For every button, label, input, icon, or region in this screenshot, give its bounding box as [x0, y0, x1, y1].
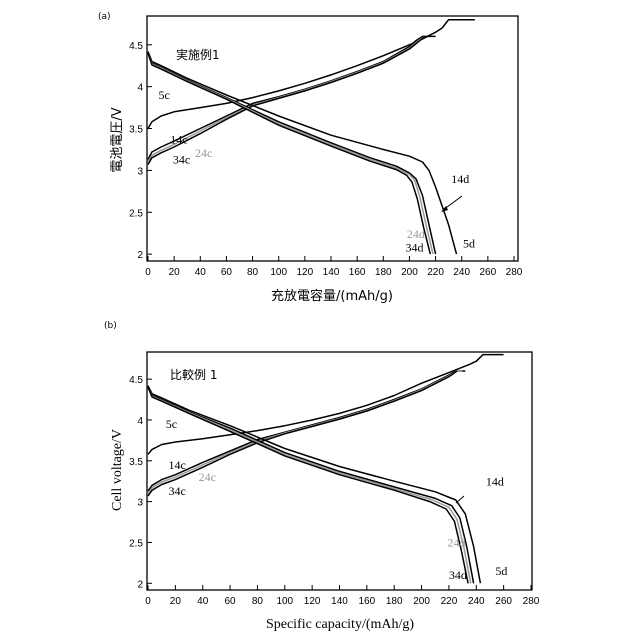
x-tick-label: 0	[145, 267, 151, 278]
y-tick-label: 3	[137, 498, 143, 509]
panel-b-ylabel: Cell voltage/V	[110, 429, 125, 511]
y-tick-label: 4	[137, 416, 143, 427]
panel-a-label: (a)	[98, 12, 111, 22]
curve-label-24d: 24d	[448, 536, 466, 550]
x-tick-label: 80	[252, 596, 264, 607]
curve-label-5c: 5c	[158, 88, 169, 102]
panel-b-xlabel: Specific capacity/(mAh/g)	[266, 617, 414, 632]
y-tick-label: 3	[137, 166, 143, 177]
curve-label-34d: 34d	[449, 568, 467, 582]
x-tick-label: 140	[323, 267, 340, 278]
series-14c-line	[148, 371, 465, 491]
x-tick-label: 260	[495, 596, 512, 607]
curve-label-5d: 5d	[495, 564, 507, 578]
x-tick-label: 240	[453, 267, 470, 278]
x-tick-label: 280	[523, 596, 540, 607]
x-tick-label: 220	[427, 267, 444, 278]
y-tick-label: 4	[137, 83, 143, 94]
x-tick-label: 100	[276, 596, 293, 607]
series-34d-line	[148, 387, 468, 583]
panel-b-title: 比較例 1	[170, 367, 217, 382]
panel-a-xlabel: 充放電容量/(mAh/g)	[271, 288, 393, 304]
y-tick-label: 2	[137, 250, 143, 261]
x-tick-label: 260	[480, 267, 497, 278]
curve-label-14d: 14d	[451, 172, 469, 186]
x-tick-label: 0	[145, 596, 151, 607]
curve-label-34c: 34c	[169, 484, 186, 498]
panel-a-ylabel: 電池電圧/V	[110, 107, 125, 172]
curve-label-14c: 14c	[170, 133, 187, 147]
x-tick-label: 240	[468, 596, 485, 607]
x-tick-label: 160	[349, 267, 366, 278]
x-tick-label: 180	[386, 596, 403, 607]
panel-b-yaxis: 2 2.5 3 3.5 4 4.5	[129, 375, 152, 590]
x-tick-label: 140	[331, 596, 348, 607]
series-34d-line	[148, 53, 430, 254]
x-tick-label: 180	[375, 267, 392, 278]
y-tick-label: 3.5	[129, 125, 143, 136]
x-tick-label: 100	[270, 267, 287, 278]
curve-label-5c: 5c	[166, 417, 177, 431]
panel-b-label: (b)	[104, 321, 117, 331]
x-tick-label: 120	[297, 267, 314, 278]
x-tick-label: 160	[359, 596, 376, 607]
panel-b-14d-pointer	[456, 496, 464, 503]
figure: (a) 実施例1 充放電容量/(mAh/g) 電池電圧/V 0204060801…	[0, 0, 640, 640]
curve-label-24c: 24c	[199, 470, 216, 484]
curve-label-5d: 5d	[463, 236, 475, 250]
x-tick-label: 60	[221, 267, 233, 278]
y-tick-label: 2.5	[129, 208, 143, 219]
y-tick-label: 2	[137, 579, 143, 590]
y-tick-label: 4.5	[129, 41, 143, 52]
x-tick-label: 200	[401, 267, 418, 278]
x-tick-label: 280	[506, 267, 523, 278]
panel-b: (b) 比較例 1 Specific capacity/(mAh/g) Cell…	[104, 321, 540, 632]
y-tick-label: 2.5	[129, 538, 143, 549]
x-tick-label: 80	[247, 267, 259, 278]
curve-label-14d: 14d	[486, 474, 504, 488]
y-tick-label: 4.5	[129, 375, 143, 386]
panel-a-title: 実施例1	[176, 47, 220, 62]
x-tick-label: 200	[413, 596, 430, 607]
x-tick-label: 20	[170, 596, 182, 607]
curve-label-24d: 24d	[407, 227, 425, 241]
x-tick-label: 20	[169, 267, 181, 278]
panel-a-yaxis: 2 2.5 3 3.5 4 4.5	[129, 41, 152, 261]
x-tick-label: 40	[195, 267, 207, 278]
x-tick-label: 40	[197, 596, 209, 607]
y-tick-label: 3.5	[129, 457, 143, 468]
curve-label-24c: 24c	[195, 146, 212, 160]
panel-b-xaxis: 0 20 40 60 80 100 120 140 160 180 200 220 240 260 280	[145, 585, 540, 607]
x-tick-label: 60	[225, 596, 237, 607]
curve-label-34c: 34c	[173, 153, 190, 167]
panel-a: (a) 実施例1 充放電容量/(mAh/g) 電池電圧/V 0 20 40 60 80 1…	[98, 12, 523, 304]
x-tick-label: 120	[304, 596, 321, 607]
curve-label-34d: 34d	[406, 241, 424, 255]
series-34c-line	[148, 371, 457, 496]
series-24c-line	[148, 371, 463, 494]
panel-a-xaxis: 0 20 40 60 80 100 120 140 160 180 200 220 240 260 280	[145, 256, 523, 278]
curve-label-14c: 14c	[169, 458, 186, 472]
x-tick-label: 220	[441, 596, 458, 607]
